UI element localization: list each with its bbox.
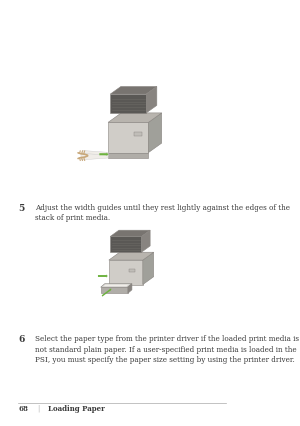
FancyArrow shape [99,153,109,156]
Polygon shape [108,153,148,158]
Polygon shape [146,86,157,113]
Polygon shape [143,252,154,285]
Polygon shape [110,86,157,94]
Polygon shape [81,153,108,160]
Polygon shape [128,284,132,294]
FancyBboxPatch shape [129,269,135,272]
Text: 68: 68 [18,405,28,413]
Polygon shape [110,236,141,252]
FancyArrow shape [102,288,112,296]
Text: 5: 5 [18,204,25,213]
Polygon shape [110,94,146,113]
Polygon shape [101,287,128,294]
Polygon shape [108,113,162,122]
Text: Select the paper type from the printer driver if the loaded print media is
not s: Select the paper type from the printer d… [35,335,299,364]
Polygon shape [109,260,143,285]
Polygon shape [101,284,132,287]
Polygon shape [102,284,130,287]
Polygon shape [148,113,162,153]
Text: 6: 6 [18,335,25,344]
Polygon shape [82,150,108,158]
Polygon shape [141,230,150,252]
Text: Loading Paper: Loading Paper [48,405,105,413]
Polygon shape [109,252,154,260]
Polygon shape [110,230,150,236]
FancyBboxPatch shape [134,132,142,136]
Polygon shape [108,122,148,153]
FancyArrow shape [98,274,108,277]
Text: |: | [37,405,39,413]
Text: Adjust the width guides until they rest lightly against the edges of the
stack o: Adjust the width guides until they rest … [35,204,290,222]
